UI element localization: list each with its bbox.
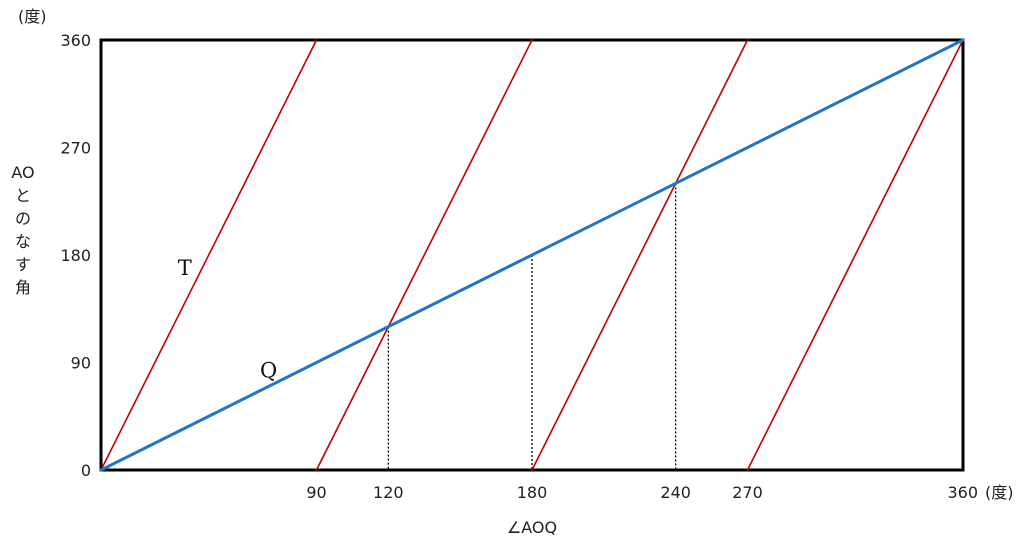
series-layer xyxy=(99,38,965,472)
x-tick-label-90: 90 xyxy=(306,483,326,502)
series-Q-line-1 xyxy=(99,38,965,472)
series-T-line-3 xyxy=(531,39,749,471)
y-axis-title-char-3: の xyxy=(15,209,31,228)
x-tick-labels: 90 120 180 240 270 360 xyxy=(306,483,978,502)
x-tick-label-240: 240 xyxy=(660,483,691,502)
x-axis-title: ∠AOQ xyxy=(507,518,557,537)
y-axis-title-char-6: 角 xyxy=(15,278,31,297)
series-T-line-1 xyxy=(100,39,318,471)
y-tick-label-360: 360 xyxy=(60,31,91,50)
x-unit-label: (度) xyxy=(985,483,1014,502)
x-tick-label-180: 180 xyxy=(517,483,548,502)
y-axis-title-char-4: な xyxy=(15,232,31,251)
y-unit-label: (度) xyxy=(18,7,47,26)
series-label-Q: Q xyxy=(260,359,277,383)
x-tick-label-360: 360 xyxy=(947,483,978,502)
y-axis-title-char-2: と xyxy=(15,186,31,205)
y-tick-labels: 0 90 180 270 360 xyxy=(60,31,91,480)
series-T-line-2 xyxy=(315,39,533,471)
y-tick-label-90: 90 xyxy=(71,354,91,373)
series-label-T: T xyxy=(178,256,192,280)
guide-lines-layer xyxy=(387,183,677,470)
y-tick-label-180: 180 xyxy=(60,246,91,265)
y-tick-label-0: 0 xyxy=(81,461,91,480)
series-T-line-4 xyxy=(746,39,964,471)
y-tick-label-270: 270 xyxy=(60,139,91,158)
x-tick-label-270: 270 xyxy=(732,483,763,502)
y-axis-title-char-5: す xyxy=(15,255,31,274)
y-axis-title-char-1: AO xyxy=(11,163,34,182)
x-tick-label-120: 120 xyxy=(373,483,404,502)
